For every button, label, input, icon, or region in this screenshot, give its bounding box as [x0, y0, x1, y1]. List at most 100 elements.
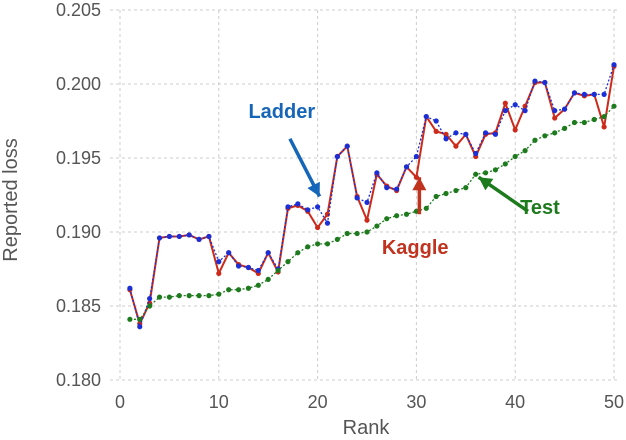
point-test [512, 153, 518, 160]
point-test [186, 293, 192, 299]
point-test [443, 190, 449, 197]
point-test [354, 230, 360, 237]
point-ladder [255, 267, 261, 274]
annotation-kaggle: Kaggle [382, 177, 449, 259]
point-kaggle [512, 127, 518, 133]
y-axis-title: Reported loss [0, 138, 22, 261]
point-ladder [403, 164, 410, 170]
point-ladder [552, 108, 558, 114]
y-axis-ticks: 0.180 0.185 0.190 0.195 0.200 0.205 [56, 0, 101, 390]
series-line-kaggle [128, 66, 615, 327]
point-test [226, 287, 232, 293]
y-tick-label: 0.180 [56, 370, 101, 390]
point-test [562, 125, 568, 131]
point-test [374, 223, 380, 229]
annotation-arrow-head [412, 177, 427, 191]
point-test [502, 161, 508, 167]
x-tick-label: 50 [604, 392, 624, 412]
annotation-arrow-head [478, 177, 494, 191]
point-ladder [532, 78, 538, 84]
point-kaggle [364, 217, 370, 223]
point-ladder [384, 185, 390, 191]
point-test [245, 285, 252, 291]
point-test [206, 293, 212, 299]
point-ladder [265, 250, 271, 256]
point-test [285, 259, 291, 265]
point-ladder [226, 250, 232, 256]
point-ladder [611, 62, 617, 68]
point-ladder [522, 108, 528, 114]
point-ladder [147, 296, 153, 302]
x-tick-label: 30 [406, 392, 426, 412]
annotation-ladder: Ladder [248, 101, 322, 198]
point-test [166, 294, 172, 300]
point-ladder [482, 130, 489, 136]
point-ladder [295, 201, 301, 207]
point-kaggle [552, 115, 558, 121]
point-ladder [285, 204, 291, 210]
point-ladder [492, 131, 499, 137]
point-test [196, 293, 202, 299]
y-tick-label: 0.195 [56, 148, 101, 168]
y-tick-label: 0.185 [56, 296, 101, 316]
series-test [127, 103, 617, 322]
point-test [453, 187, 459, 194]
point-test [295, 250, 301, 256]
point-kaggle [433, 128, 439, 134]
point-ladder [581, 91, 587, 97]
point-test [176, 293, 182, 299]
point-test [552, 130, 558, 136]
point-test [147, 303, 153, 309]
point-kaggle [315, 224, 321, 231]
point-test [591, 116, 597, 123]
grid [110, 9, 620, 381]
point-test [522, 148, 528, 154]
point-test [334, 236, 340, 242]
point-test [216, 291, 222, 297]
point-test [473, 171, 479, 177]
series-kaggle [127, 63, 617, 327]
point-ladder [186, 232, 192, 238]
point-test [433, 193, 439, 200]
point-test [275, 267, 281, 274]
point-ladder [463, 131, 469, 137]
x-axis-title: Rank [343, 417, 391, 439]
point-ladder [512, 102, 518, 108]
point-ladder [542, 79, 548, 86]
point-ladder [216, 259, 222, 265]
point-ladder [443, 136, 449, 142]
x-tick-label: 0 [115, 392, 125, 412]
point-test [127, 316, 133, 322]
point-test [611, 103, 617, 109]
point-test [463, 185, 469, 191]
point-kaggle [453, 143, 459, 149]
point-test [364, 229, 370, 235]
point-ladder [591, 91, 597, 97]
point-ladder [344, 143, 350, 149]
point-ladder [137, 324, 143, 330]
point-test [571, 119, 578, 126]
point-ladder [473, 150, 479, 157]
point-kaggle [502, 100, 508, 106]
annotation-label: Kaggle [382, 237, 449, 259]
annotation-label: Ladder [248, 101, 315, 123]
point-ladder [423, 113, 429, 120]
point-test [344, 230, 350, 237]
point-test [156, 294, 163, 300]
annotation-label: Test [520, 197, 560, 219]
point-ladder [374, 170, 380, 176]
point-ladder [206, 233, 212, 240]
point-test [492, 167, 499, 173]
point-test [532, 137, 538, 143]
point-ladder [433, 118, 439, 124]
point-ladder [354, 195, 360, 201]
point-test [384, 216, 390, 222]
point-ladder [305, 207, 311, 213]
point-ladder [324, 220, 331, 226]
point-ladder [601, 91, 607, 97]
point-test [482, 170, 489, 176]
point-ladder [571, 90, 578, 96]
point-ladder [315, 204, 321, 210]
point-kaggle [601, 124, 607, 130]
point-ladder [413, 153, 419, 160]
